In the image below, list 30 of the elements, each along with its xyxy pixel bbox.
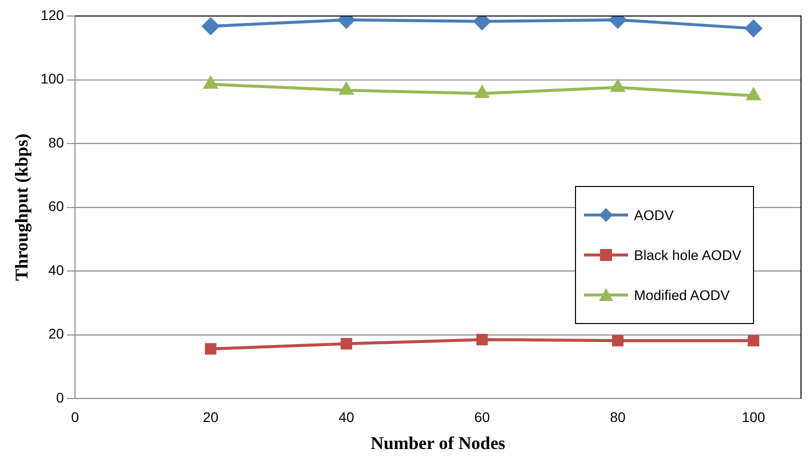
- x-tick-label: 20: [202, 408, 219, 425]
- legend-label: AODV: [634, 207, 674, 223]
- y-tick-label: 40: [48, 262, 64, 278]
- point: [611, 80, 624, 92]
- y-axis-title: Throughput (kbps): [11, 134, 32, 281]
- point: [612, 334, 624, 346]
- x-axis-title: Number of Nodes: [370, 432, 506, 453]
- point: [204, 76, 218, 89]
- point: [204, 343, 216, 355]
- point: [476, 334, 488, 346]
- x-tick-label: 100: [742, 408, 766, 425]
- x-tick-label: 40: [338, 408, 354, 425]
- y-tick-label: 120: [40, 6, 64, 23]
- x-tick-label: 80: [610, 408, 626, 425]
- point: [340, 338, 352, 350]
- legend-label: Black hole AODV: [634, 247, 742, 263]
- y-tick-label: 100: [40, 70, 64, 87]
- x-tick-label: 0: [71, 408, 80, 425]
- y-tick-label: 0: [56, 389, 64, 406]
- x-tick-label: 60: [474, 408, 490, 425]
- y-tick-label: 80: [48, 134, 64, 150]
- point: [745, 20, 762, 37]
- y-tick-label: 60: [48, 198, 64, 214]
- point: [746, 88, 760, 100]
- point: [202, 18, 220, 35]
- point: [748, 334, 760, 346]
- point: [475, 86, 489, 98]
- legend-label: Modified AODV: [634, 287, 730, 303]
- point: [340, 82, 354, 95]
- y-tick-label: 20: [48, 326, 64, 342]
